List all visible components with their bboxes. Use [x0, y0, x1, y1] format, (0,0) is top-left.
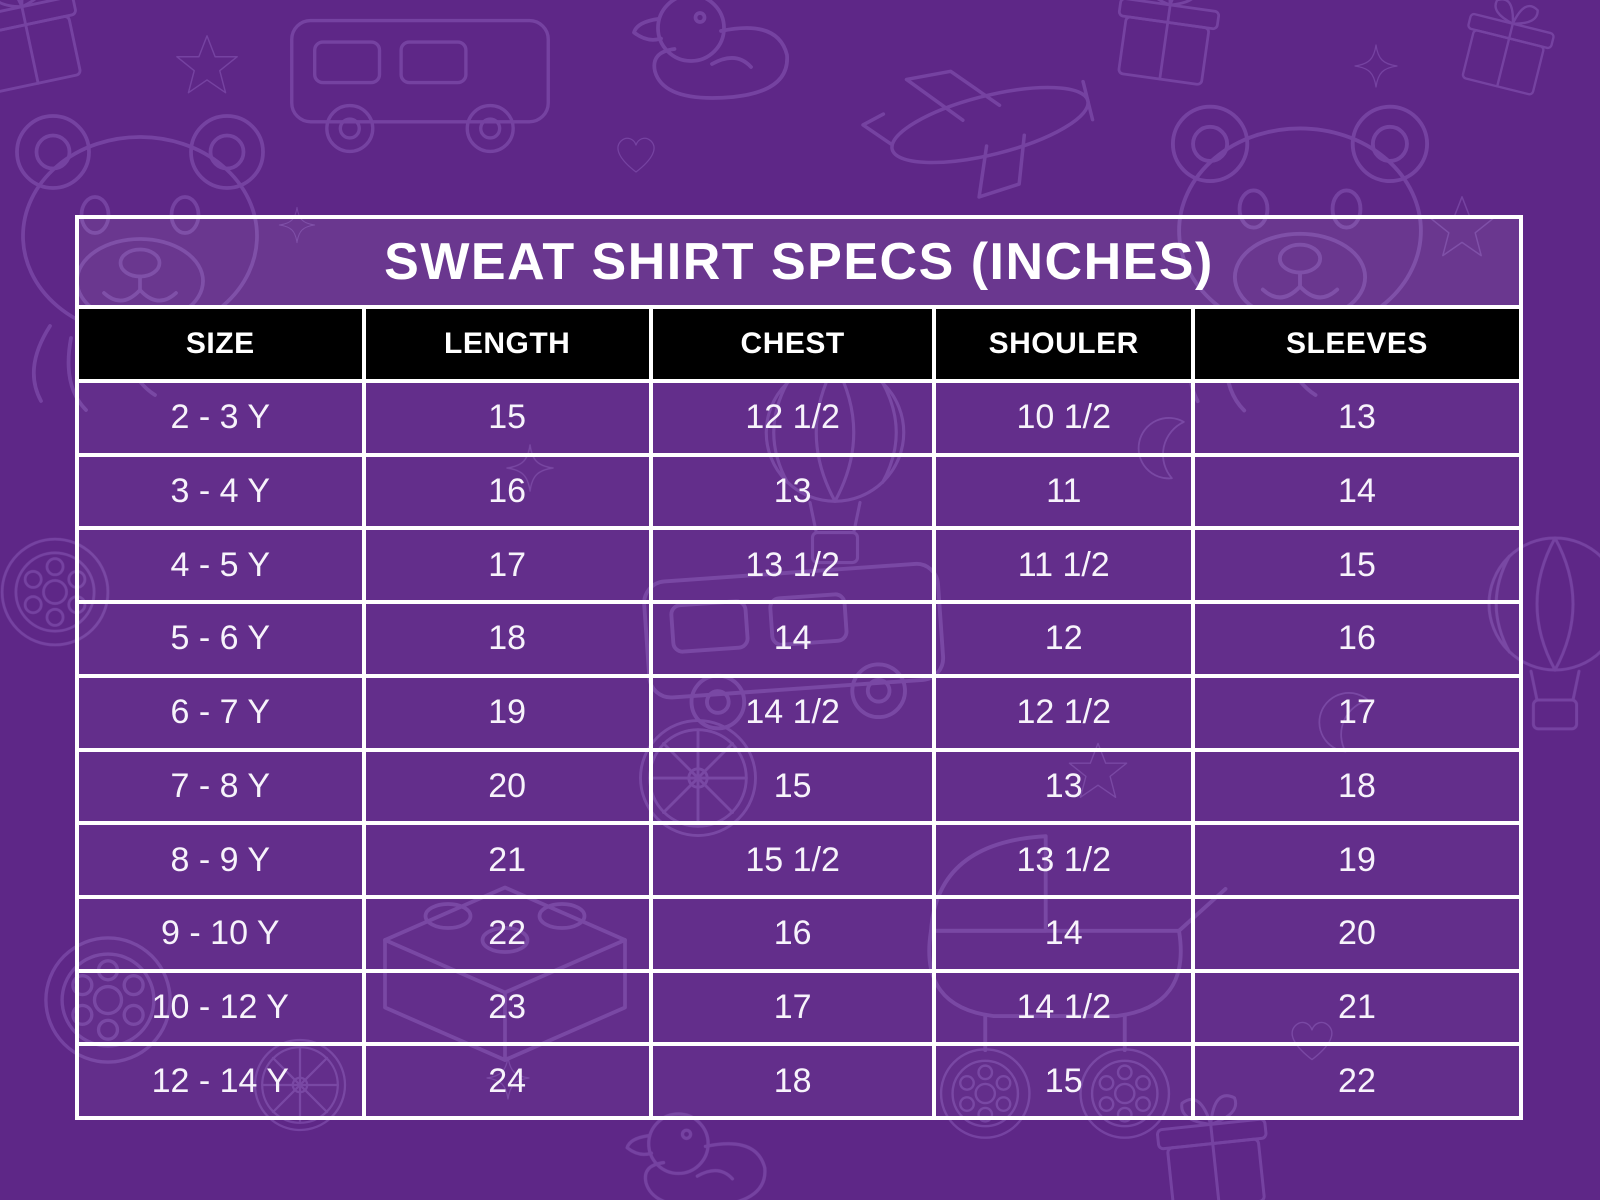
- table-cell: 21: [1195, 973, 1519, 1043]
- table-cell: 15: [366, 383, 653, 453]
- column-header-chest: CHEST: [652, 309, 937, 379]
- table-cell: 14 1/2: [653, 677, 937, 748]
- table-cell: 20: [366, 751, 653, 822]
- table-cell: 13: [1195, 383, 1519, 453]
- column-header-sleeves: SLEEVES: [1194, 309, 1519, 379]
- table-cell: 16: [1195, 604, 1519, 674]
- rubber-duck-icon: [625, 1112, 767, 1200]
- sparkle-icon: [1354, 44, 1398, 88]
- table-cell: 12: [936, 604, 1195, 674]
- table-cell: 4 - 5 Y: [79, 530, 366, 601]
- table-cell: 22: [366, 898, 653, 969]
- table-cell: 10 1/2: [936, 383, 1195, 453]
- table-cell: 17: [1195, 678, 1519, 748]
- table-cell: 24: [366, 1046, 653, 1117]
- table-cell: 10 - 12 Y: [79, 972, 366, 1043]
- table-cell: 13 1/2: [936, 825, 1195, 895]
- table-cell: 17: [366, 530, 653, 601]
- size-chart-table: SWEAT SHIRT SPECS (INCHES) SIZE LENGTH C…: [75, 215, 1523, 1120]
- table-row: 10 - 12 Y 23 17 14 1/2 21: [79, 972, 1519, 1047]
- table-cell: 22: [1195, 1046, 1519, 1116]
- table-cell: 6 - 7 Y: [79, 677, 366, 748]
- heart-icon: [617, 137, 655, 173]
- table-row: 8 - 9 Y 21 15 1/2 13 1/2 19: [79, 825, 1519, 899]
- table-cell: 12 1/2: [653, 383, 937, 453]
- gift-icon: [1109, 0, 1225, 88]
- table-cell: 14: [653, 604, 937, 674]
- table-cell: 8 - 9 Y: [79, 825, 366, 895]
- column-header-length: LENGTH: [365, 309, 653, 379]
- table-cell: 21: [366, 825, 653, 895]
- table-cell: 11: [936, 456, 1195, 527]
- table-cell: 23: [366, 972, 653, 1043]
- gift-icon: [0, 0, 91, 96]
- table-cell: 7 - 8 Y: [79, 751, 366, 822]
- rubber-duck-icon: [632, 0, 790, 100]
- table-cell: 19: [366, 677, 653, 748]
- table-row: 5 - 6 Y 18 14 12 16: [79, 604, 1519, 678]
- table-cell: 14: [936, 898, 1195, 969]
- table-row: 9 - 10 Y 22 16 14 20: [79, 898, 1519, 973]
- table-cell: 19: [1195, 825, 1519, 895]
- table-cell: 14: [1195, 457, 1519, 527]
- table-cell: 5 - 6 Y: [79, 604, 366, 674]
- table-cell: 11 1/2: [936, 530, 1195, 601]
- table-cell: 12 1/2: [936, 677, 1195, 748]
- column-header-shoulder: SHOULER: [936, 309, 1195, 379]
- table-cell: 18: [1195, 752, 1519, 822]
- table-cell: 12 - 14 Y: [79, 1046, 366, 1117]
- table-cell: 18: [653, 1046, 937, 1117]
- table-cell: 13: [936, 751, 1195, 822]
- table-cell: 15: [1195, 530, 1519, 600]
- page-title: SWEAT SHIRT SPECS (INCHES): [79, 219, 1519, 309]
- table-cell: 13 1/2: [653, 530, 937, 601]
- table-cell: 15 1/2: [653, 825, 937, 895]
- table-cell: 15: [936, 1046, 1195, 1117]
- table-cell: 17: [653, 972, 937, 1043]
- airplane-icon: [853, 36, 1106, 222]
- table-row: 3 - 4 Y 16 13 11 14: [79, 456, 1519, 531]
- table-cell: 15: [653, 751, 937, 822]
- table-row: 7 - 8 Y 20 15 13 18: [79, 751, 1519, 826]
- table-header-row: SIZE LENGTH CHEST SHOULER SLEEVES: [79, 309, 1519, 383]
- table-row: 12 - 14 Y 24 18 15 22: [79, 1046, 1519, 1117]
- table-row: 4 - 5 Y 17 13 1/2 11 1/2 15: [79, 530, 1519, 605]
- table-cell: 16: [366, 456, 653, 527]
- star-icon: [176, 35, 238, 94]
- gift-icon: [1454, 0, 1561, 98]
- column-header-size: SIZE: [79, 309, 366, 379]
- table-cell: 20: [1195, 899, 1519, 969]
- table-cell: 9 - 10 Y: [79, 898, 366, 969]
- table-cell: 16: [653, 898, 937, 969]
- toy-van-icon: [290, 18, 550, 154]
- table-cell: 13: [653, 456, 937, 527]
- table-cell: 2 - 3 Y: [79, 383, 366, 453]
- table-row: 2 - 3 Y 15 12 1/2 10 1/2 13: [79, 383, 1519, 457]
- table-cell: 18: [366, 604, 653, 674]
- table-cell: 3 - 4 Y: [79, 456, 366, 527]
- table-row: 6 - 7 Y 19 14 1/2 12 1/2 17: [79, 677, 1519, 752]
- table-cell: 14 1/2: [936, 972, 1195, 1043]
